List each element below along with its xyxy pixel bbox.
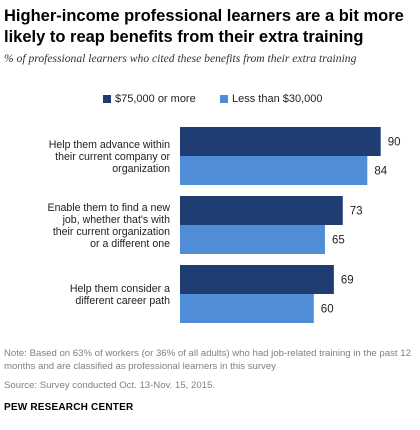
legend-label-high-income: $75,000 or more	[115, 93, 196, 105]
value-label-high-income-1: 73	[350, 206, 363, 218]
value-label-low-income-2: 60	[321, 304, 334, 316]
legend-label-low-income: Less than $30,000	[232, 93, 323, 105]
legend-swatch-low-income	[220, 95, 228, 103]
category-label-0: Help them advance within their current co…	[49, 139, 171, 175]
chart-legend: $75,000 or more Less than $30,000	[0, 93, 420, 109]
bar-low-income-2	[180, 294, 314, 323]
bar-low-income-1	[180, 225, 325, 254]
bar-chart: 90 84 Help them advance within their curren…	[48, 127, 401, 323]
value-label-low-income-0: 84	[374, 166, 387, 178]
bar-high-income-1	[180, 196, 343, 225]
bar-high-income-0	[180, 127, 381, 156]
value-label-low-income-1: 65	[332, 235, 345, 247]
legend-swatch-high-income	[103, 95, 111, 103]
category-label-2: Help them consider a different career pat…	[70, 283, 170, 307]
category-label-1: Enable them to find a new job, whether th…	[48, 202, 171, 250]
chart-title: Higher-income professional learners are …	[4, 7, 404, 46]
brand-name: PEW RESEARCH CENTER	[4, 402, 134, 413]
bar-low-income-0	[180, 156, 368, 185]
chart-note: Note: Based on 63% of workers (or 36% of…	[4, 348, 411, 372]
legend-item-high-income: $75,000 or more	[103, 93, 196, 105]
legend-item-low-income: Less than $30,000	[220, 93, 323, 105]
bar-high-income-2	[180, 265, 334, 294]
chart-subtitle: % of professional learners who cited the…	[4, 52, 357, 65]
value-label-high-income-2: 69	[341, 275, 354, 287]
chart-source: Source: Survey conducted Oct. 13-Nov. 15…	[4, 380, 216, 391]
value-label-high-income-0: 90	[388, 137, 401, 149]
